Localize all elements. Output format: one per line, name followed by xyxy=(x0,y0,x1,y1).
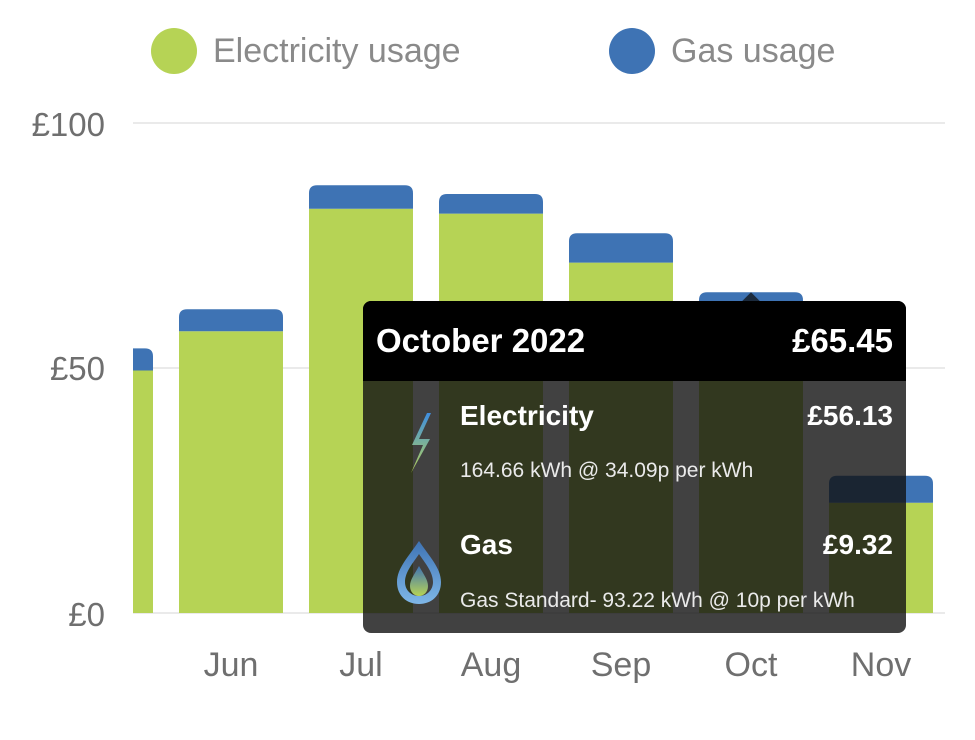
x-tick-label: Nov xyxy=(850,646,912,684)
bar-electricity-jun[interactable] xyxy=(179,331,283,613)
bar-electricity-may[interactable] xyxy=(49,370,153,613)
bar-gas-may[interactable] xyxy=(49,348,153,371)
legend-label-gas: Gas usage xyxy=(671,31,836,70)
x-tick-label: Jul xyxy=(339,646,383,684)
bar-gas-jul[interactable] xyxy=(309,185,413,209)
lightning-icon xyxy=(411,413,431,473)
legend-swatch-electricity xyxy=(151,28,197,74)
legend-label-electricity: Electricity usage xyxy=(213,31,461,70)
tooltip-row-gas-name: Gas xyxy=(460,529,513,560)
bar-gas-jun[interactable] xyxy=(179,309,283,332)
tooltip-row-electricity-amount: £56.13 xyxy=(807,400,893,431)
legend-swatch-gas xyxy=(609,28,655,74)
tooltip-header: October 2022 £65.45 xyxy=(363,301,906,381)
hover-marker xyxy=(742,292,760,302)
bar-gas-sep[interactable] xyxy=(569,233,673,263)
y-tick-label: £0 xyxy=(68,596,105,633)
tooltip-row-gas-amount: £9.32 xyxy=(822,529,893,560)
tooltip-title: October 2022 xyxy=(376,322,586,359)
tooltip-total: £65.45 xyxy=(792,322,893,359)
x-tick-label: Aug xyxy=(460,646,522,684)
bar-gas-aug[interactable] xyxy=(439,194,543,214)
x-tick-label: Sep xyxy=(590,646,652,684)
gas-flame-icon xyxy=(397,541,441,604)
tooltip-row-electricity-name: Electricity xyxy=(460,400,594,431)
tooltip-row-electricity-detail: 164.66 kWh @ 34.09p per kWh xyxy=(460,459,754,482)
y-tick-label: £50 xyxy=(49,350,105,387)
legend-item-gas[interactable]: Gas usage xyxy=(609,28,835,74)
tooltip-row-gas-detail: Gas Standard- 93.22 kWh @ 10p per kWh xyxy=(460,589,855,612)
legend-item-electricity[interactable]: Electricity usage xyxy=(151,28,461,74)
y-tick-label: £100 xyxy=(31,106,105,143)
month-tooltip: October 2022 £65.45 Electricity £56.13 1… xyxy=(363,301,906,633)
x-tick-label: Jun xyxy=(203,646,259,684)
x-tick-label: Oct xyxy=(724,646,778,684)
